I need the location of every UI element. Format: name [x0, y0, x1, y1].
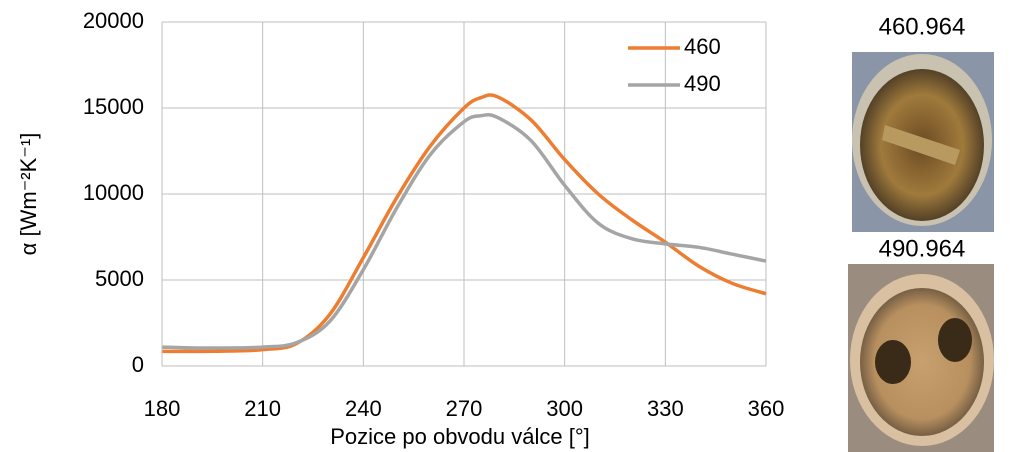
series-line — [161, 113, 767, 350]
y-tick-label: 5000 — [95, 266, 144, 291]
image-caption: 460.964 — [879, 13, 966, 40]
series-line — [161, 93, 767, 354]
photo-460 — [852, 52, 994, 232]
x-tick-label: 300 — [546, 396, 583, 421]
x-axis-label: Pozice po obvodu válce [°] — [330, 424, 590, 449]
y-tick-label: 20000 — [83, 8, 144, 33]
y-tick-label: 15000 — [83, 94, 144, 119]
x-tick-label: 210 — [244, 396, 281, 421]
x-tick-label: 180 — [144, 396, 181, 421]
y-axis-label: α [Wm⁻²K⁻¹] — [16, 133, 41, 256]
legend-label: 490 — [684, 71, 721, 96]
photo-490 — [848, 264, 994, 452]
x-tick-label: 240 — [345, 396, 382, 421]
image-caption: 490.964 — [879, 235, 966, 262]
x-tick-label: 360 — [748, 396, 785, 421]
y-tick-label: 10000 — [83, 180, 144, 205]
legend-label: 460 — [684, 34, 721, 59]
x-tick-label: 330 — [647, 396, 684, 421]
x-tick-label: 270 — [446, 396, 483, 421]
y-tick-label: 0 — [132, 352, 144, 377]
